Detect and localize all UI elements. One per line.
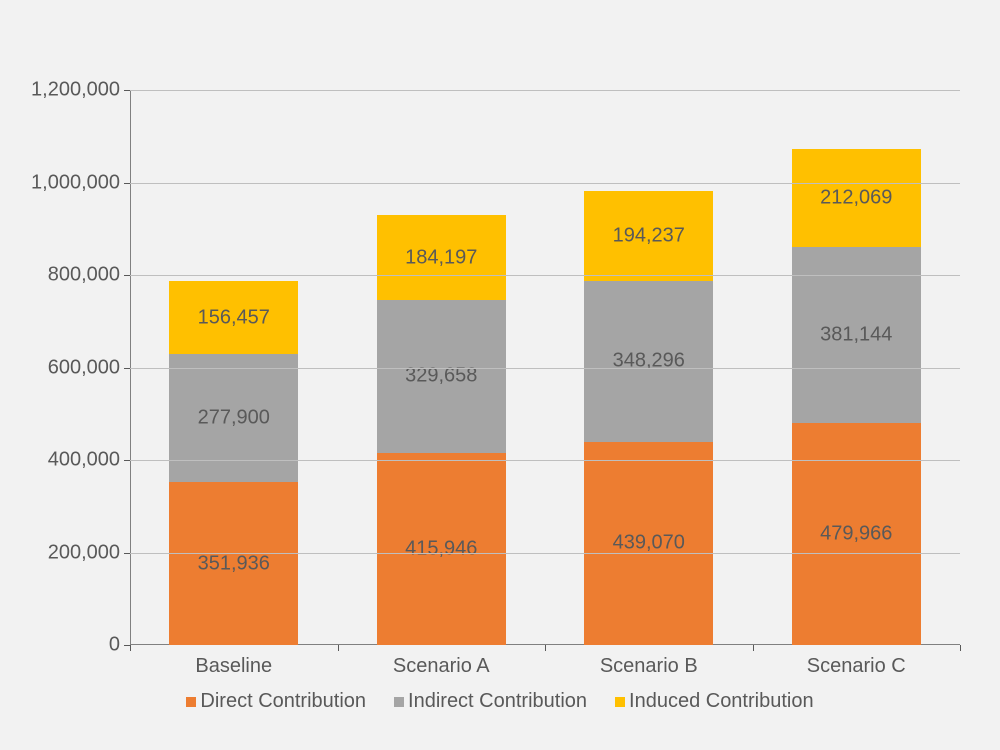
category-label: Baseline <box>195 655 272 678</box>
plot-area: 351,936 277,900 156,457 415,946 329,658 184,1… <box>130 90 960 645</box>
bar-value-label: 212,069 <box>820 186 892 209</box>
stacked-bar-chart: 351,936 277,900 156,457 415,946 329,658 184,1… <box>0 0 1000 750</box>
bar-segment: 351,936 <box>169 482 298 645</box>
legend-item: Indirect Contribution <box>394 690 587 713</box>
bar-segment: 194,237 <box>584 191 713 281</box>
gridline <box>130 460 960 461</box>
bar-segment: 212,069 <box>792 149 921 247</box>
bar-segment: 277,900 <box>169 354 298 483</box>
legend-swatch <box>394 697 404 707</box>
legend-label: Induced Contribution <box>629 690 814 713</box>
bar-value-label: 415,946 <box>405 537 477 560</box>
bar-value-label: 479,966 <box>820 523 892 546</box>
legend-item: Induced Contribution <box>615 690 814 713</box>
bar-segment: 479,966 <box>792 423 921 645</box>
y-tick-label: 800,000 <box>48 264 120 287</box>
gridline <box>130 90 960 91</box>
category-label: Scenario C <box>807 655 906 678</box>
bar-value-label: 194,237 <box>613 224 685 247</box>
legend-swatch <box>186 697 196 707</box>
legend: Direct Contribution Indirect Contribution… <box>0 690 1000 713</box>
bar-segment: 184,197 <box>377 215 506 300</box>
x-tick-mark <box>338 645 339 651</box>
bar-segment: 381,144 <box>792 247 921 423</box>
y-tick-mark <box>124 368 130 369</box>
gridline <box>130 183 960 184</box>
legend-swatch <box>615 697 625 707</box>
x-tick-mark <box>130 645 131 651</box>
y-tick-label: 1,000,000 <box>31 171 120 194</box>
y-tick-label: 200,000 <box>48 541 120 564</box>
bar-value-label: 351,936 <box>198 552 270 575</box>
bar-value-label: 381,144 <box>820 323 892 346</box>
y-tick-mark <box>124 275 130 276</box>
y-tick-label: 0 <box>109 634 120 657</box>
bar-segment: 329,658 <box>377 300 506 452</box>
bar-value-label: 184,197 <box>405 246 477 269</box>
x-tick-mark <box>545 645 546 651</box>
gridline <box>130 553 960 554</box>
bar-value-label: 277,900 <box>198 406 270 429</box>
x-tick-mark <box>753 645 754 651</box>
legend-label: Direct Contribution <box>200 690 366 713</box>
gridline <box>130 368 960 369</box>
y-tick-label: 1,200,000 <box>31 79 120 102</box>
legend-label: Indirect Contribution <box>408 690 587 713</box>
bar-segment: 348,296 <box>584 281 713 442</box>
bar-value-label: 156,457 <box>198 306 270 329</box>
y-tick-mark <box>124 553 130 554</box>
category-label: Scenario B <box>600 655 698 678</box>
gridline <box>130 275 960 276</box>
bar-segment: 439,070 <box>584 442 713 645</box>
y-tick-label: 400,000 <box>48 449 120 472</box>
category-label: Scenario A <box>393 655 490 678</box>
y-tick-mark <box>124 90 130 91</box>
x-tick-mark <box>960 645 961 651</box>
bar-segment: 156,457 <box>169 281 298 353</box>
bar-segment: 415,946 <box>377 453 506 645</box>
y-tick-label: 600,000 <box>48 356 120 379</box>
bar-value-label: 348,296 <box>613 350 685 373</box>
y-tick-mark <box>124 183 130 184</box>
legend-item: Direct Contribution <box>186 690 366 713</box>
y-tick-mark <box>124 460 130 461</box>
